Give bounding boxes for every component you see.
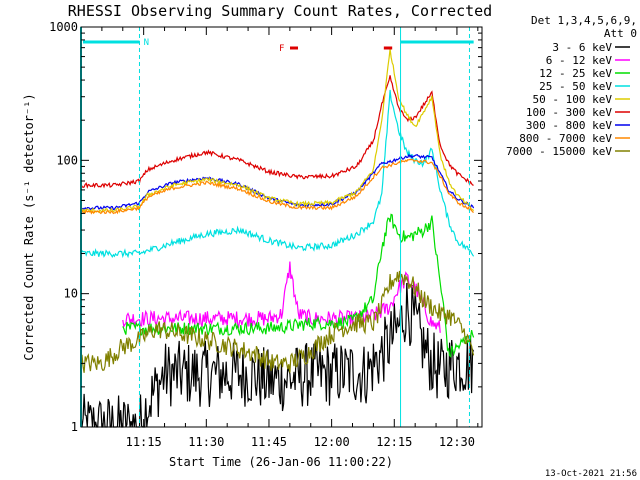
- x-axis-ticks: 11:15 11:30 11:45 12:00 12:15 12:30: [80, 27, 479, 449]
- plot-frame: [80, 26, 483, 428]
- x-tick-label: 11:15: [126, 435, 162, 449]
- series-line-0: [80, 282, 475, 428]
- x-tick-label: 12:30: [439, 435, 475, 449]
- legend-label: 800 - 7000 keV: [519, 132, 612, 145]
- legend-header-line-1: Det 1,3,4,5,6,9,: [531, 14, 637, 27]
- x-tick-label: 11:30: [188, 435, 224, 449]
- series-line-5: [80, 75, 474, 189]
- flag-f-label: F: [279, 44, 284, 54]
- series-line-4: [80, 48, 475, 214]
- series-line-3: [80, 89, 475, 259]
- legend-label: 50 - 100 keV: [533, 93, 613, 106]
- y-axis-ticks: 1 10 100 1000: [49, 20, 482, 434]
- series-line-1: [122, 261, 441, 333]
- x-axis-label: Start Time (26-Jan-06 11:00:22): [169, 455, 393, 469]
- y-tick-label: 10: [64, 287, 78, 301]
- generation-timestamp: 13-Oct-2021 21:56: [545, 469, 637, 479]
- legend-header-line-2: Att 0: [604, 27, 637, 40]
- x-tick-label: 12:00: [314, 435, 350, 449]
- y-tick-label: 1: [71, 420, 78, 434]
- y-axis-label: Corrected Count Rate (s⁻¹ detector⁻¹): [22, 93, 36, 360]
- series-layer: [80, 48, 475, 428]
- y-tick-label: 1000: [49, 20, 78, 34]
- legend-label: 100 - 300 keV: [526, 106, 612, 119]
- legend-label: 12 - 25 keV: [539, 67, 612, 80]
- legend-label: 7000 - 15000 keV: [506, 145, 612, 158]
- legend-label: 3 - 6 keV: [552, 41, 612, 54]
- legend-label: 25 - 50 keV: [539, 80, 612, 93]
- y-tick-label: 100: [56, 153, 78, 167]
- x-tick-label: 12:15: [376, 435, 412, 449]
- legend-label: 300 - 800 keV: [526, 119, 612, 132]
- flag-n-label: N: [144, 38, 149, 48]
- series-line-2: [122, 213, 475, 358]
- legend-label: 6 - 12 keV: [546, 54, 613, 67]
- series-line-7: [80, 158, 474, 215]
- x-tick-label: 11:45: [251, 435, 287, 449]
- series-line-8: [80, 270, 475, 374]
- chart-title: RHESSI Observing Summary Count Rates, Co…: [68, 2, 492, 20]
